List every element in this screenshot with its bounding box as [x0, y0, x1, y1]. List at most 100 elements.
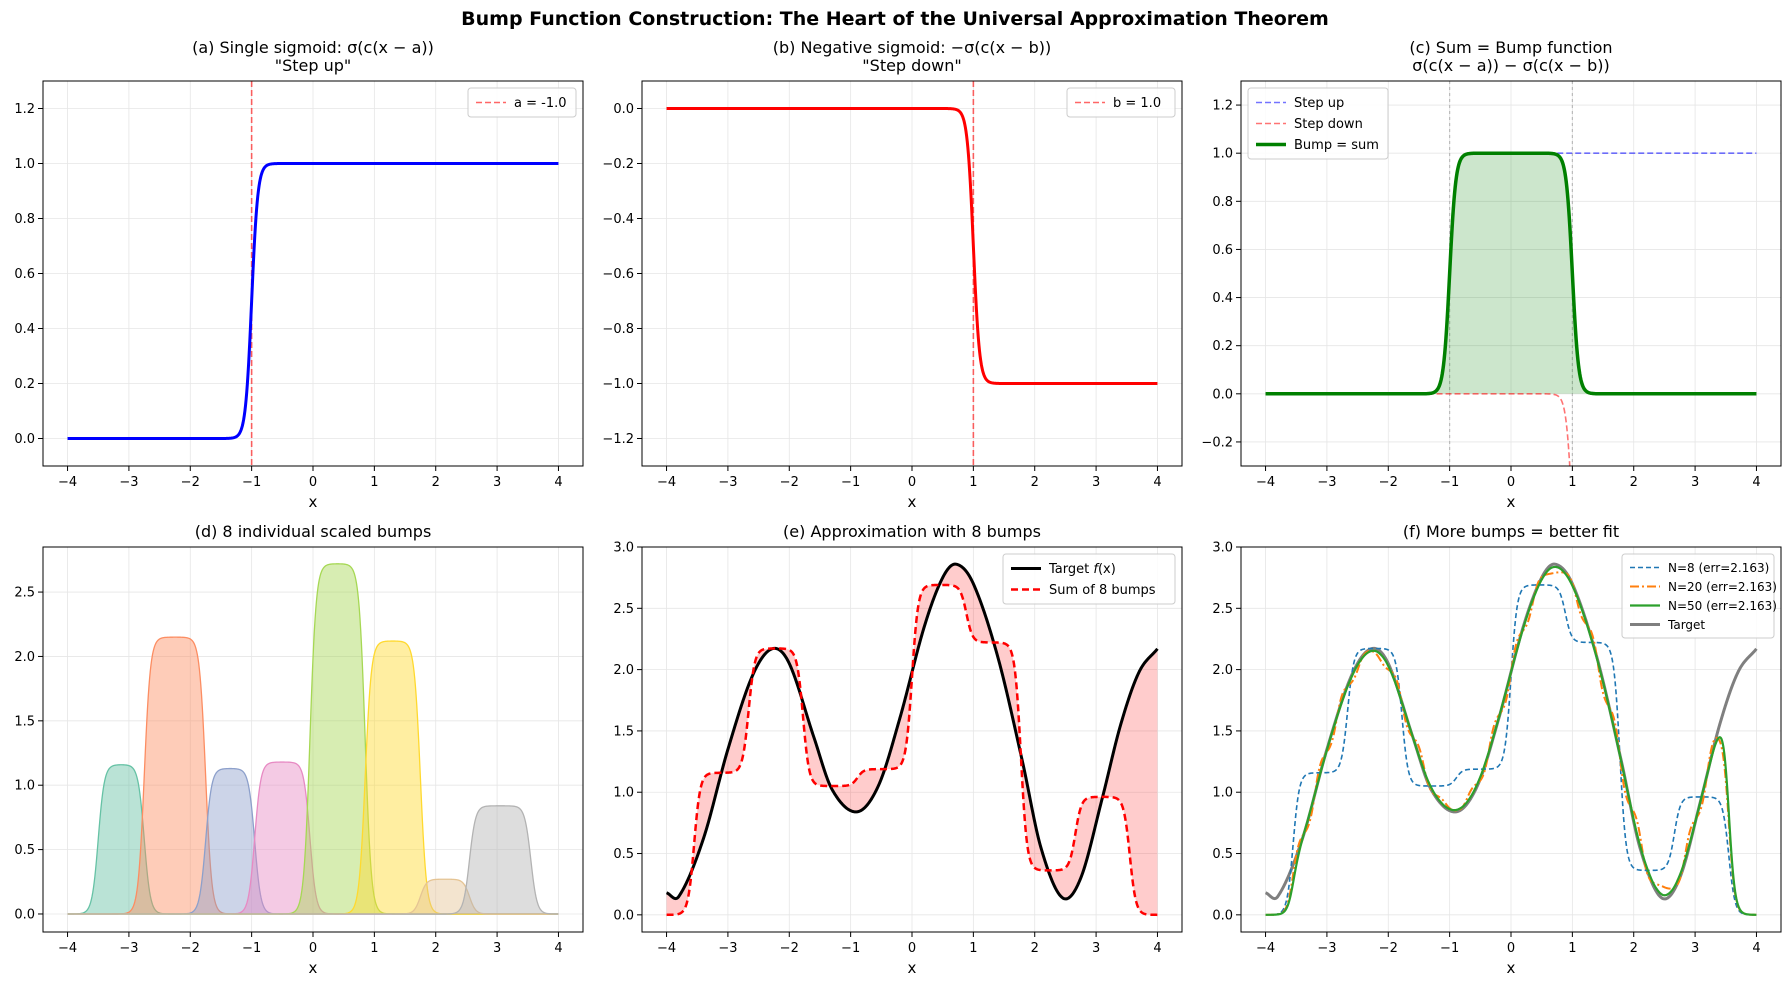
bump-fill-8	[67, 805, 559, 914]
y-tick-label: 1.2	[1212, 99, 1233, 114]
y-tick-label: −0.4	[602, 212, 634, 227]
grid-lines	[642, 81, 1182, 466]
x-tick-label: −1	[841, 475, 860, 490]
x-tick-label: 3	[1691, 941, 1699, 956]
x-tick-label: 1	[1568, 475, 1576, 490]
ticks: −4 −3 −2 −1 0 1 2 3 4 0.0 0.2 0.4 0.6 0.8 1.0 1.2	[14, 102, 562, 490]
y-tick-label: 0.0	[14, 432, 35, 447]
bump-fill-4	[67, 762, 559, 914]
x-tick-label: 3	[493, 475, 501, 490]
x-tick-label: −2	[1379, 941, 1398, 956]
y-tick-label: 0.5	[14, 843, 35, 858]
x-tick-label: −3	[1317, 941, 1336, 956]
x-tick-label: 0	[908, 475, 916, 490]
plot-area	[1265, 562, 1758, 916]
y-tick-label: 0.8	[14, 212, 35, 227]
legend: N=8 (err=2.163) N=20 (err=2.163) N=50 (err…	[1621, 553, 1777, 639]
x-tick-label: 4	[1752, 475, 1760, 490]
plot-area	[666, 562, 1159, 917]
x-tick-label: 1	[969, 475, 977, 490]
x-tick-label: −3	[1317, 475, 1336, 490]
x-tick-label: −4	[657, 941, 676, 956]
x-tick-label: 3	[1691, 475, 1699, 490]
y-tick-label: 1.0	[14, 779, 35, 794]
y-tick-label: 0.8	[1212, 195, 1233, 210]
legend: a = -1.0	[467, 87, 577, 118]
x-tick-label: 2	[1630, 475, 1638, 490]
sigmoid-line	[67, 162, 559, 440]
y-tick-label: 1.0	[14, 157, 35, 172]
legend-label: a = -1.0	[514, 96, 567, 111]
x-tick-label: 4	[1153, 475, 1161, 490]
y-tick-label: 1.0	[613, 786, 634, 801]
y-tick-label: 0.5	[1212, 847, 1233, 862]
plot-area	[67, 563, 559, 915]
legend-label: N=8 (err=2.163)	[1668, 561, 1769, 575]
y-tick-label: 1.5	[1212, 724, 1233, 739]
panel-subtitle: σ(c(x − a)) − σ(c(x − b))	[1412, 56, 1609, 75]
y-tick-label: 0.6	[1212, 243, 1233, 258]
ticks: −4 −3 −2 −1 0 1 2 3 4 −0.2 0.0 0.2 0.4 0.6 0.8 1.0 1.2	[1201, 99, 1760, 490]
panel-title: (b) Negative sigmoid: −σ(c(x − b))	[773, 38, 1052, 57]
x-tick-label: −2	[780, 941, 799, 956]
x-tick-label: −3	[119, 941, 138, 956]
x-tick-label: 4	[554, 475, 562, 490]
x-tick-label: −2	[1379, 475, 1398, 490]
legend-label: Target	[1667, 618, 1705, 632]
ticks: −4 −3 −2 −1 0 1 2 3 4 0.0 −0.2 −0.4 −0.6 −0.8 −1.0 −1.2	[602, 102, 1161, 490]
x-tick-label: −1	[242, 941, 261, 956]
y-tick-label: −0.2	[602, 157, 634, 172]
legend-label: Step down	[1294, 117, 1363, 132]
x-tick-label: −2	[780, 475, 799, 490]
panel-title: (f) More bumps = better fit	[1403, 522, 1619, 541]
x-tick-label: 3	[1092, 475, 1100, 490]
panel-a: (a) Single sigmoid: σ(c(x − a))"Step up"…	[14, 38, 584, 511]
y-tick-label: −1.0	[602, 377, 634, 392]
y-tick-label: 2.0	[1212, 663, 1233, 678]
y-tick-label: 0.5	[613, 847, 634, 862]
legend-frame	[1066, 87, 1176, 118]
x-tick-label: −2	[181, 475, 200, 490]
y-tick-label: 0.0	[613, 102, 634, 117]
x-axis-label: x	[908, 493, 917, 511]
legend: b = 1.0	[1066, 87, 1176, 118]
x-tick-label: 0	[1507, 941, 1515, 956]
y-tick-label: 3.0	[1212, 541, 1233, 556]
x-tick-label: −4	[58, 941, 77, 956]
y-tick-label: 0.4	[14, 322, 35, 337]
bump-outline-8	[67, 805, 559, 915]
axes-frame	[641, 546, 1183, 933]
ticks: −4 −3 −2 −1 0 1 2 3 4 0.0 0.5 1.0 1.5 2.0 2.5 3.0	[1212, 541, 1760, 957]
legend-label-tail: (x)	[1098, 562, 1116, 577]
x-tick-label: −3	[119, 475, 138, 490]
grid-lines	[43, 81, 583, 466]
x-tick-label: −4	[58, 475, 77, 490]
x-tick-label: −1	[242, 475, 261, 490]
panel-title: (c) Sum = Bump function	[1409, 38, 1612, 57]
x-axis-label: x	[1507, 493, 1516, 511]
bump-fill-7	[67, 879, 559, 914]
x-tick-label: 0	[309, 941, 317, 956]
legend-label-main: Target	[1048, 562, 1093, 577]
bump-fill	[1265, 153, 1757, 394]
x-tick-label: 3	[493, 941, 501, 956]
y-tick-label: 3.0	[613, 541, 634, 556]
x-tick-label: −1	[1440, 475, 1459, 490]
panel-b: (b) Negative sigmoid: −σ(c(x − b))"Step …	[602, 38, 1183, 511]
legend-label: N=20 (err=2.163)	[1668, 580, 1777, 594]
legend-label-italic: f	[1093, 562, 1100, 577]
x-tick-label: 2	[1031, 475, 1039, 490]
legend-frame	[1247, 87, 1389, 160]
legend-label: Bump = sum	[1294, 138, 1379, 153]
y-tick-label: 1.5	[613, 724, 634, 739]
y-tick-label: 0.0	[14, 907, 35, 922]
x-tick-label: 0	[908, 941, 916, 956]
plot-area	[1265, 81, 1757, 466]
legend-label: Step up	[1294, 96, 1344, 111]
bump-fill-2	[67, 637, 559, 914]
panel-title: (a) Single sigmoid: σ(c(x − a))	[192, 38, 434, 57]
bump-sum-line	[666, 583, 1158, 917]
x-tick-label: 3	[1092, 941, 1100, 956]
